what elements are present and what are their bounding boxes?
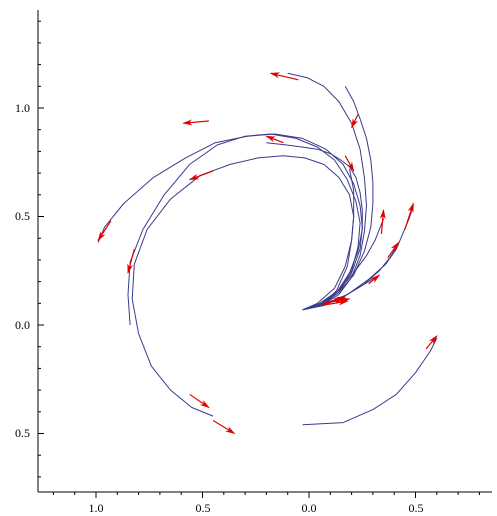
streamline [302, 86, 374, 311]
streamline [302, 218, 385, 311]
y-tick-label: 1.0 [15, 101, 30, 115]
direction-arrow [387, 241, 400, 259]
direction-arrows [97, 72, 438, 435]
direction-arrow [323, 298, 345, 304]
axis-ticks [38, 20, 480, 498]
streamline [131, 155, 355, 417]
x-tick-label: 0.5 [196, 501, 211, 515]
direction-arrow [97, 220, 112, 242]
direction-arrow [269, 72, 299, 81]
direction-arrow [188, 170, 214, 181]
streamline [302, 205, 414, 311]
streamline [287, 72, 367, 311]
direction-arrow [344, 155, 355, 172]
direction-arrow [368, 274, 381, 285]
direction-arrow [425, 335, 438, 350]
direction-arrow [189, 393, 210, 409]
direction-arrow [265, 135, 284, 144]
x-tick-label: 1.0 [89, 501, 104, 515]
streamline [302, 337, 438, 426]
direction-arrow [404, 202, 414, 230]
y-tick-label: 0.5 [15, 209, 30, 223]
direction-arrow [351, 114, 359, 129]
x-tick-label: 0.5 [409, 501, 424, 515]
streamline [127, 133, 361, 326]
streamline [302, 276, 376, 311]
direction-arrow [182, 119, 209, 126]
streamline [97, 133, 363, 311]
direction-arrow [379, 208, 386, 234]
streamline-curves [97, 72, 438, 426]
direction-arrow [212, 419, 236, 435]
direction-arrow [127, 248, 135, 274]
y-tick-label: 0.5 [15, 426, 30, 440]
streamline [266, 142, 363, 311]
x-tick-label: 0.0 [302, 501, 317, 515]
y-tick-label: 0.0 [15, 318, 30, 332]
